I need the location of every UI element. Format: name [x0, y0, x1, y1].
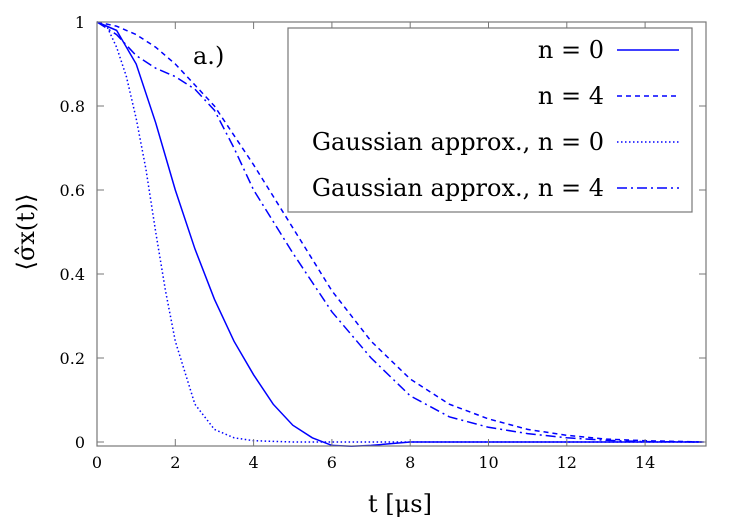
- legend-label-0: n = 0: [538, 36, 604, 64]
- series-line-0: [96, 21, 704, 447]
- y-tick-label: 0.4: [60, 265, 85, 284]
- legend-label-1: n = 4: [538, 82, 604, 110]
- y-tick-label: 0.8: [60, 97, 85, 116]
- plot-area: 0 2 4 6 8 10 12 14 0 0.2 0.4 0.6 0.8 1: [60, 13, 707, 472]
- x-tick-label: 2: [170, 453, 180, 472]
- series-line-3: [96, 21, 704, 443]
- x-tick-label: 4: [249, 453, 259, 472]
- legend: n = 0 n = 4 Gaussian approx., n = 0 Gaussia…: [287, 27, 693, 213]
- legend-box: [287, 27, 693, 213]
- x-tick-label: 8: [405, 453, 415, 472]
- y-axis-label: ⟨σ̂x(t)⟩: [12, 193, 40, 270]
- x-tick-label: 6: [327, 453, 337, 472]
- x-tick-label: 10: [478, 453, 498, 472]
- y-tick-label: 0.6: [60, 181, 85, 200]
- series-line-1: [96, 21, 704, 443]
- annotation: a.): [193, 42, 224, 70]
- x-tick-label: 0: [92, 453, 102, 472]
- legend-label-2: Gaussian approx., n = 0: [312, 128, 604, 156]
- y-tick-label: 0.2: [60, 349, 85, 368]
- x-tick-label: 12: [557, 453, 577, 472]
- legend-label-3: Gaussian approx., n = 4: [312, 174, 604, 202]
- y-tick-label: 0: [75, 433, 85, 452]
- series-line-2: [96, 21, 704, 443]
- x-tick-label: 14: [635, 453, 655, 472]
- axes-frame: [96, 21, 707, 447]
- x-axis-label: t [μs]: [368, 490, 432, 518]
- y-tick-label: 1: [75, 13, 85, 32]
